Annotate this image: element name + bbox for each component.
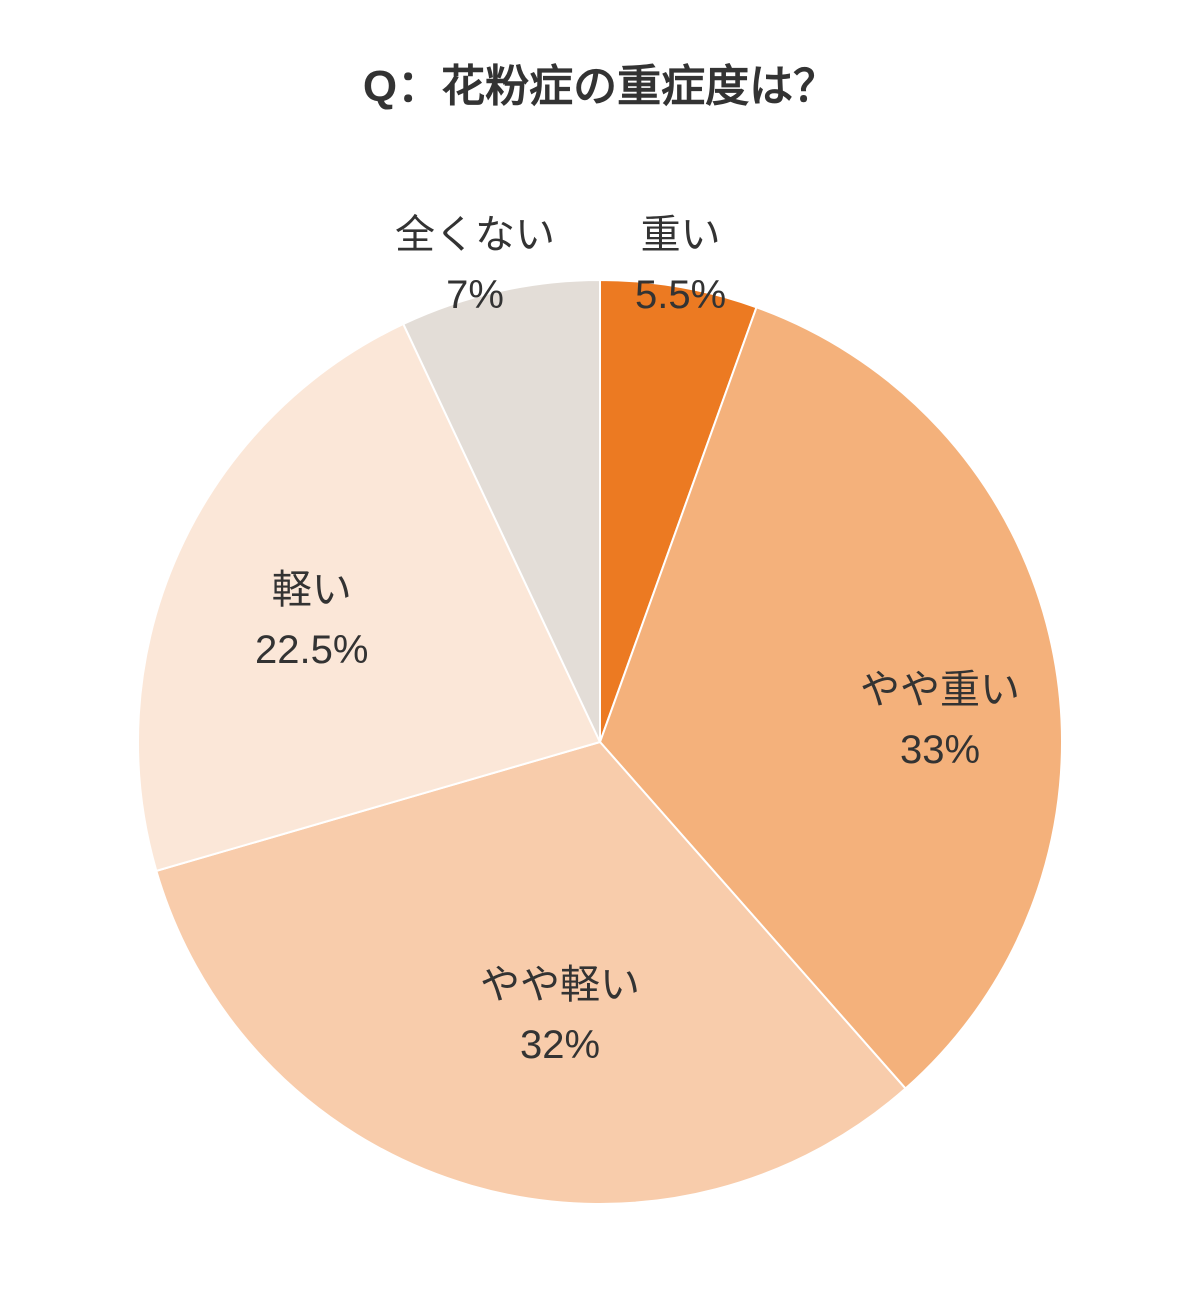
slice-value: 7% (395, 265, 555, 325)
chart-title: Q：花粉症の重症度は？ (0, 50, 1200, 114)
pie-slice-label: やや重い33% (860, 660, 1020, 780)
slice-name: 軽い (255, 560, 368, 620)
pie-slice-label: やや軽い32% (480, 955, 640, 1075)
pie-slice-label: 軽い22.5% (255, 560, 368, 680)
pie-slice-label: 重い5.5% (635, 205, 726, 325)
slice-name: やや重い (860, 660, 1020, 720)
pie-slice-label: 全くない7% (395, 205, 555, 325)
slice-value: 22.5% (255, 620, 368, 680)
slice-value: 33% (860, 720, 1020, 780)
slice-name: やや軽い (480, 955, 640, 1015)
slice-value: 5.5% (635, 265, 726, 325)
slice-name: 重い (635, 205, 726, 265)
slice-name: 全くない (395, 205, 555, 265)
slice-value: 32% (480, 1015, 640, 1075)
